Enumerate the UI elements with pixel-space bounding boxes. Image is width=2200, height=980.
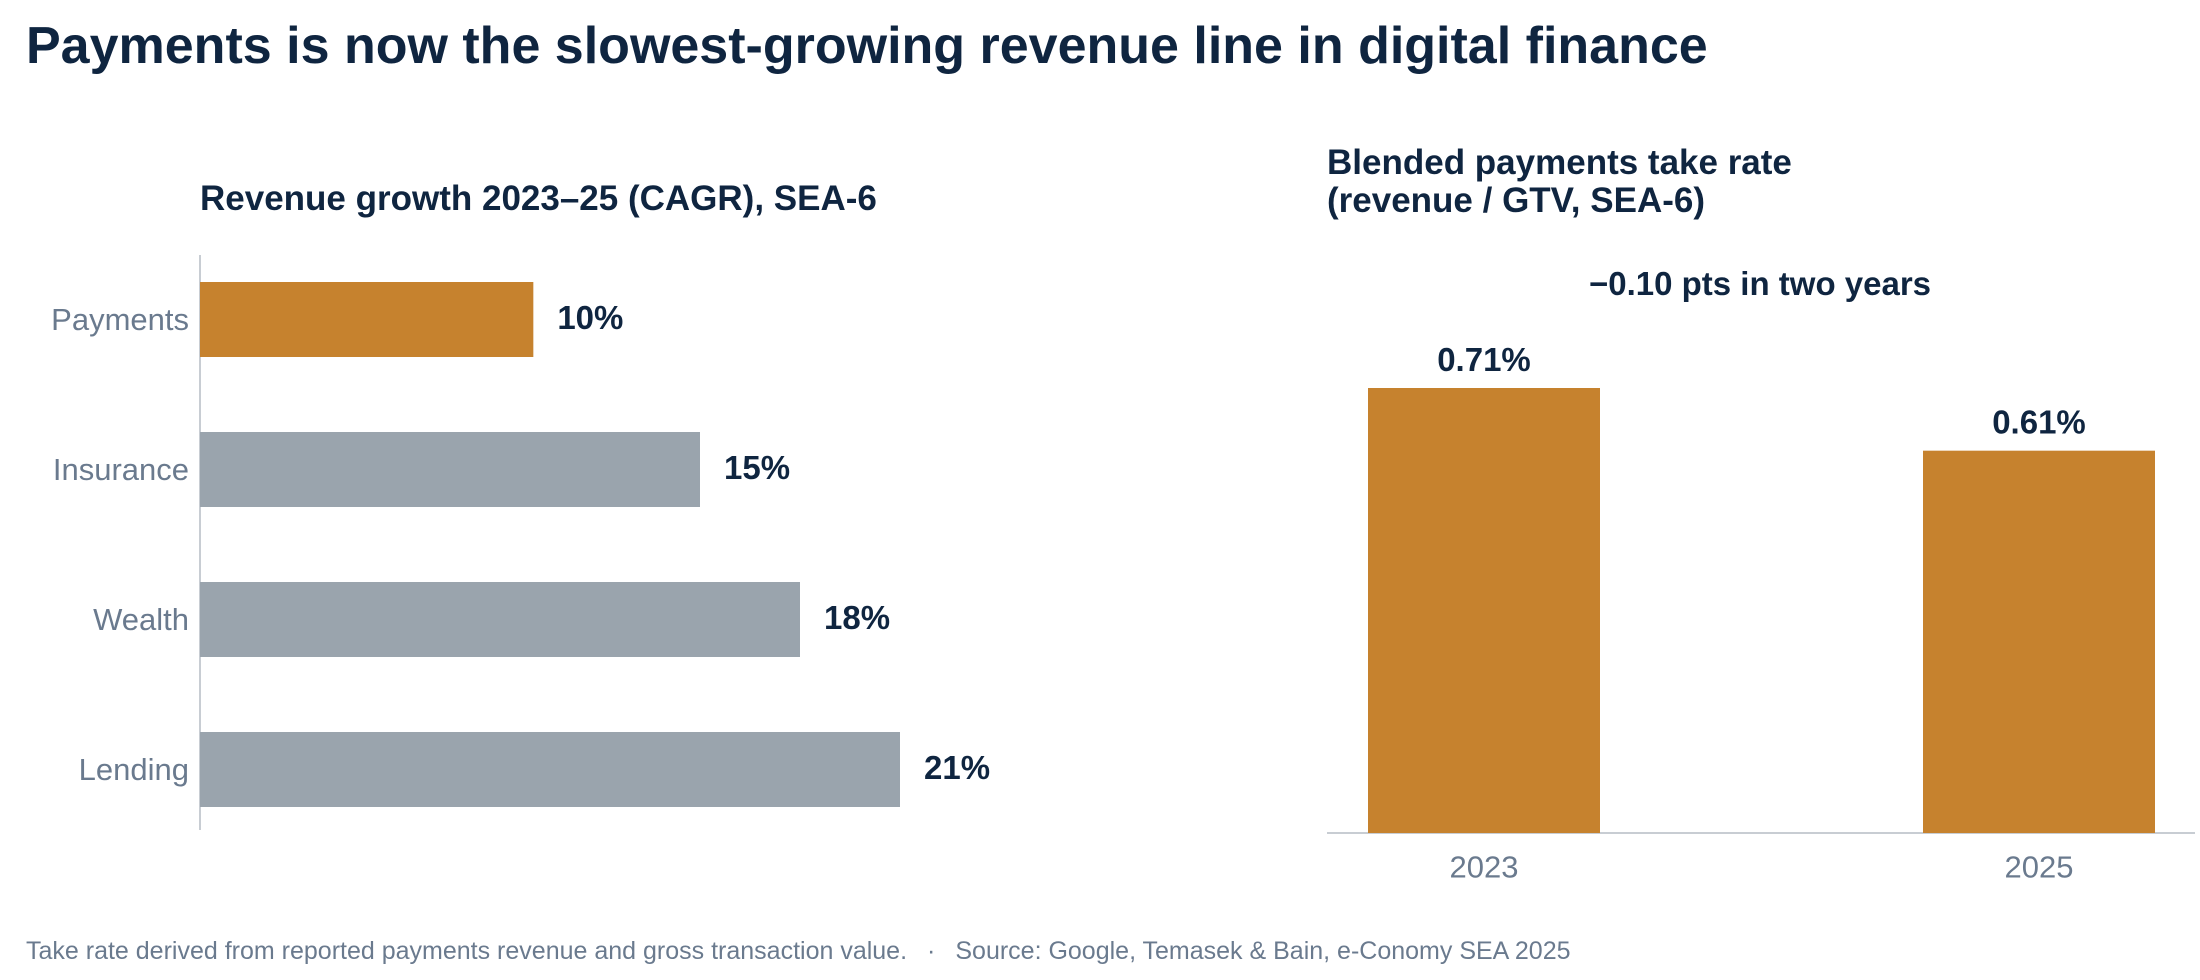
bar-payments bbox=[200, 282, 534, 357]
bar-lending bbox=[200, 732, 900, 807]
take-rate-bar-chart: Blended payments take rate(revenue / GTV… bbox=[1327, 143, 2195, 885]
bar-insurance bbox=[200, 432, 700, 507]
data-label-2023: 0.71% bbox=[1437, 341, 1531, 378]
data-label-insurance: 15% bbox=[724, 449, 790, 486]
y-tick-label-wealth: Wealth bbox=[93, 602, 189, 637]
data-label-wealth: 18% bbox=[824, 599, 890, 636]
chart-title-line-1: Blended payments take rate bbox=[1327, 143, 1792, 182]
footer-source: Source: Google, Temasek & Bain, e-Conomy… bbox=[955, 937, 1571, 965]
y-tick-label-payments: Payments bbox=[51, 302, 189, 337]
chart-title: Revenue growth 2023–25 (CAGR), SEA-6 bbox=[200, 179, 877, 218]
data-label-lending: 21% bbox=[924, 749, 990, 786]
bar-2023 bbox=[1368, 388, 1600, 833]
data-label-2025: 0.61% bbox=[1992, 404, 2086, 441]
cagr-bar-chart: Revenue growth 2023–25 (CAGR), SEA-6 Paym… bbox=[51, 179, 990, 830]
page-title: Payments is now the slowest-growing reve… bbox=[26, 17, 1708, 75]
bar-2025 bbox=[1923, 450, 2155, 833]
chart-annotation: −0.10 pts in two years bbox=[1589, 265, 1931, 302]
bar-wealth bbox=[200, 582, 800, 657]
y-tick-label-lending: Lending bbox=[79, 752, 189, 787]
y-tick-label-insurance: Insurance bbox=[53, 452, 189, 487]
footer: Take rate derived from reported payments… bbox=[26, 936, 1571, 966]
x-tick-label-2025: 2025 bbox=[2005, 850, 2074, 885]
data-label-payments: 10% bbox=[557, 299, 623, 336]
footer-note: Take rate derived from reported payments… bbox=[26, 937, 908, 965]
footer-separator: · bbox=[927, 937, 936, 965]
chart-title-line-2: (revenue / GTV, SEA-6) bbox=[1327, 181, 1705, 220]
x-tick-label-2023: 2023 bbox=[1450, 850, 1519, 885]
